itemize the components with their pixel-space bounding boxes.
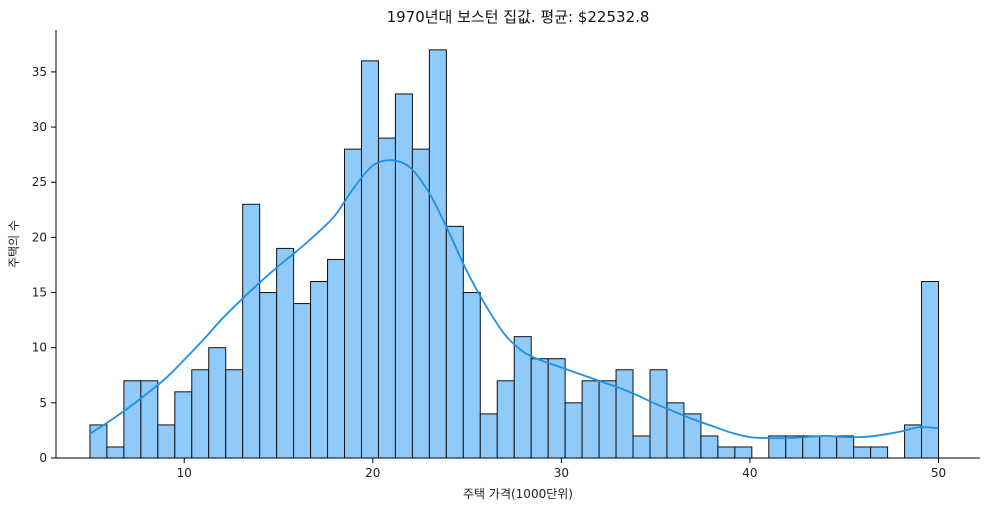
x-tick-label: 20 [365, 466, 380, 480]
y-tick-label: 30 [32, 120, 47, 134]
x-tick-label: 10 [177, 466, 192, 480]
histogram-bar [106, 446, 125, 459]
histogram-bar [259, 292, 278, 459]
histogram-bar [785, 435, 804, 459]
histogram-bar [870, 446, 889, 459]
histogram-bar [174, 391, 193, 459]
histogram-bar [445, 225, 464, 459]
histogram-bar [344, 148, 362, 459]
y-tick-label: 25 [32, 175, 47, 189]
histogram-bar [632, 435, 651, 459]
x-ticks-group: 10 20 30 40 50 [177, 458, 946, 480]
histogram-bar [360, 60, 379, 459]
x-tick-label: 30 [554, 466, 569, 480]
histogram-bar [819, 435, 838, 459]
histogram-bar [89, 424, 108, 459]
histogram-bar [479, 413, 498, 459]
histogram-bar [581, 380, 600, 459]
histogram-bar [157, 424, 176, 459]
histogram-bar [428, 49, 447, 459]
histogram-bar [598, 380, 617, 459]
y-ticks-group: 0 5 10 15 20 25 30 35 [32, 65, 56, 465]
histogram-bar [496, 380, 515, 459]
histogram-bar [377, 137, 396, 459]
kde-line [89, 159, 939, 440]
histogram-bar [717, 446, 736, 459]
histogram-bar [123, 380, 142, 459]
histogram-bar [191, 369, 210, 459]
histogram-bar [853, 446, 872, 459]
histogram-bar [530, 358, 549, 459]
y-tick-label: 10 [32, 341, 47, 355]
x-axis-label: 주택 가격(1000단위) [463, 487, 573, 501]
histogram-bar [208, 347, 227, 459]
histogram-bar [615, 369, 634, 459]
bars-group [89, 49, 940, 459]
histogram-bar [547, 358, 566, 459]
histogram-bar [462, 292, 481, 459]
histogram-bar [768, 435, 787, 459]
histogram-bar [564, 402, 583, 459]
histogram-bar [649, 369, 668, 459]
histogram-bar [310, 281, 329, 459]
y-tick-label: 0 [39, 451, 47, 465]
x-tick-label: 40 [742, 466, 757, 480]
histogram-bar [836, 435, 855, 459]
histogram-bar [276, 247, 295, 459]
histogram-bar [293, 303, 312, 459]
chart-title: 1970년대 보스턴 집값. 평균: $22532.8 [387, 8, 650, 26]
histogram-bar [802, 435, 821, 459]
y-axis-label: 주택의 수 [7, 220, 21, 268]
histogram-bar [921, 281, 940, 459]
x-tick-label: 50 [931, 466, 946, 480]
y-tick-label: 20 [32, 230, 47, 244]
y-tick-label: 35 [32, 65, 47, 79]
histogram-bar [734, 446, 753, 459]
histogram-bar [225, 369, 244, 459]
histogram-bar [700, 435, 719, 459]
histogram-bar [327, 258, 346, 459]
histogram-bar [242, 203, 261, 459]
y-tick-label: 15 [32, 286, 47, 300]
histogram-bar [394, 93, 413, 459]
y-tick-label: 5 [39, 396, 47, 410]
histogram-bar [411, 148, 430, 459]
